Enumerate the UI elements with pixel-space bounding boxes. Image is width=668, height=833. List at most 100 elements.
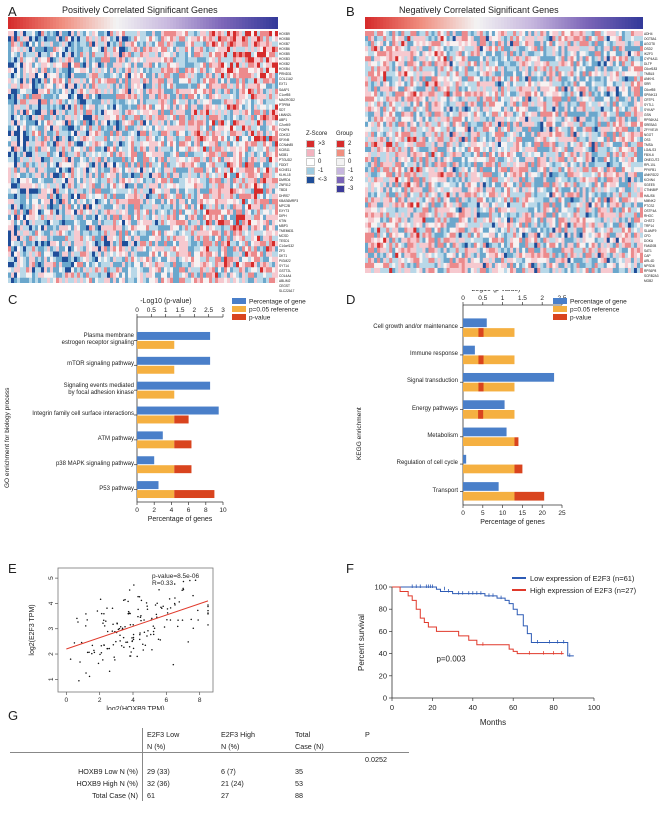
- heatmap-a-cell: [200, 115, 204, 121]
- heatmap-a-cell: [26, 136, 30, 142]
- heatmap-a-cell: [89, 235, 93, 242]
- heatmap-a-cell: [173, 256, 177, 263]
- heatmap-a-cell: [218, 67, 222, 74]
- heatmap-a-cell: [230, 104, 234, 111]
- heatmap-a-cell: [44, 36, 48, 42]
- heatmap-a-cell: [65, 246, 69, 252]
- heatmap-a-cell: [188, 157, 192, 163]
- heatmap-a-cell: [164, 94, 168, 100]
- heatmap-a-cell: [188, 256, 192, 263]
- heatmap-a-cell: [227, 220, 231, 226]
- heatmap-a-cell: [269, 73, 273, 79]
- heatmap-b-group-cell: [374, 17, 378, 29]
- heatmap-a-cell: [86, 151, 90, 158]
- heatmap-a-cell: [23, 88, 27, 95]
- heatmap-a-cell: [26, 272, 30, 279]
- heatmap-a-cell: [170, 220, 174, 226]
- heatmap-a-cell: [152, 183, 156, 189]
- heatmap-a-cell: [110, 199, 114, 205]
- heatmap-a-cell: [107, 88, 111, 95]
- heatmap-a-cell: [149, 188, 153, 195]
- heatmap-a-group-cell: [50, 17, 54, 29]
- heatmap-a-cell: [89, 272, 93, 279]
- heatmap-a-cell: [194, 204, 198, 210]
- heatmap-a-cell: [245, 241, 249, 247]
- heatmap-a-cell: [119, 241, 123, 247]
- heatmap-a-cell: [233, 214, 237, 221]
- heatmap-a-cell: [95, 230, 99, 237]
- heatmap-a-cell: [107, 262, 111, 268]
- heatmap-a-cell: [26, 230, 30, 237]
- heatmap-b-group-cell: [561, 17, 565, 29]
- heatmap-a-cell: [161, 115, 165, 121]
- heatmap-a-cell: [47, 246, 51, 252]
- heatmap-a-cell: [257, 209, 261, 216]
- heatmap-a-cell: [8, 162, 12, 168]
- heatmap-a-cell: [161, 157, 165, 163]
- heatmap-a-cell: [35, 78, 39, 84]
- heatmap-a-cell: [62, 146, 66, 153]
- heatmap-a-cell: [68, 193, 72, 200]
- heatmap-a-cell: [71, 88, 75, 95]
- heatmap-a-cell: [74, 31, 78, 37]
- heatmap-a-cell: [38, 246, 42, 252]
- heatmap-a-cell: [17, 172, 21, 179]
- heatmap-a-cell: [266, 36, 270, 42]
- heatmap-a-cell: [134, 57, 138, 63]
- heatmap-a-cell: [212, 225, 216, 231]
- heatmap-b-cell: [488, 36, 493, 42]
- heatmap-a-cell: [239, 41, 243, 48]
- heatmap-a-cell: [101, 88, 105, 95]
- heatmap-a-cell: [56, 94, 60, 100]
- heatmap-a-cell: [275, 220, 278, 226]
- heatmap-a-cell: [188, 73, 192, 79]
- heatmap-a-cell: [242, 204, 246, 210]
- heatmap-a-cell: [62, 41, 66, 48]
- heatmap-a-cell: [47, 115, 51, 121]
- heatmap-b-group-cell: [591, 17, 596, 29]
- heatmap-a-cell: [191, 157, 195, 163]
- heatmap-a-cell: [239, 214, 243, 221]
- heatmap-a-cell: [137, 31, 141, 37]
- heatmap-a-cell: [122, 83, 126, 90]
- heatmap-a-cell: [200, 41, 204, 48]
- heatmap-a-cell: [89, 146, 93, 153]
- heatmap-a-cell: [269, 94, 273, 100]
- heatmap-a-cell: [158, 209, 162, 216]
- heatmap-a-cell: [197, 46, 201, 53]
- heatmap-a-cell: [92, 256, 96, 263]
- heatmap-a-cell: [233, 99, 237, 105]
- heatmap-a-cell: [17, 183, 21, 189]
- heatmap-a-cell: [170, 199, 174, 205]
- heatmap-a-cell: [257, 41, 261, 48]
- heatmap-a-cell: [224, 235, 228, 242]
- heatmap-a-cell: [164, 256, 168, 263]
- heatmap-a-cell: [104, 267, 108, 273]
- heatmap-a-cell: [155, 199, 159, 205]
- heatmap-a-cell: [110, 178, 114, 184]
- heatmap-b-cell: [422, 31, 426, 37]
- heatmap-a-cell: [56, 31, 60, 37]
- heatmap-a-cell: [131, 204, 135, 210]
- heatmap-a-cell: [248, 235, 252, 242]
- heatmap-a-cell: [212, 199, 216, 205]
- heatmap-a-cell: [29, 115, 33, 121]
- heatmap-b-group-cell: [464, 17, 469, 29]
- heatmap-a-cell: [101, 230, 105, 237]
- heatmap-b-cell: [639, 36, 643, 42]
- heatmap-a-cell: [257, 31, 261, 37]
- heatmap-a-cell: [71, 125, 75, 132]
- heatmap-a-cell: [44, 83, 48, 90]
- heatmap-a-cell: [11, 183, 15, 189]
- heatmap-a-cell: [221, 94, 225, 100]
- heatmap-a-cell: [20, 199, 24, 205]
- heatmap-a-cell: [245, 141, 249, 147]
- heatmap-a-cell: [155, 235, 159, 242]
- heatmap-a-cell: [104, 62, 108, 69]
- heatmap-a-cell: [155, 99, 159, 105]
- heatmap-a-cell: [176, 151, 180, 158]
- heatmap-a-cell: [203, 193, 207, 200]
- heatmap-a-cell: [215, 115, 219, 121]
- heatmap-a-cell: [221, 36, 225, 42]
- heatmap-a-cell: [242, 136, 246, 142]
